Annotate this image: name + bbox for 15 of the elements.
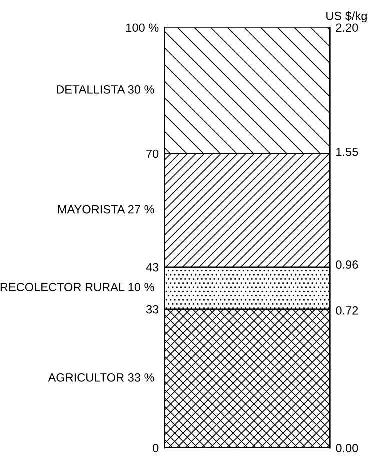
y2-axis-title: US $/kg [326,11,367,23]
y-tick-label: 33 [146,305,159,314]
series-label: DETALLISTA 30 % [57,86,154,94]
y2-tick-label: 2.20 [336,24,358,32]
y-tick-label: 0 [153,444,159,452]
y-tick-label: 70 [146,150,159,158]
y-tick-label: 100 % [126,24,159,32]
y2-tick-label: 0.96 [336,260,358,270]
y2-tick-label: 0.72 [336,306,358,315]
y-tick-label: 43 [146,263,159,272]
y2-tick-label: 0.00 [336,444,358,452]
series-label: AGRICULTOR 33 % [48,374,154,382]
y2-tick-label: 1.55 [336,148,358,156]
series-label: MAYORISTA 27 % [58,205,154,214]
series-label: RECOLECTOR RURAL 10 % [0,283,154,292]
